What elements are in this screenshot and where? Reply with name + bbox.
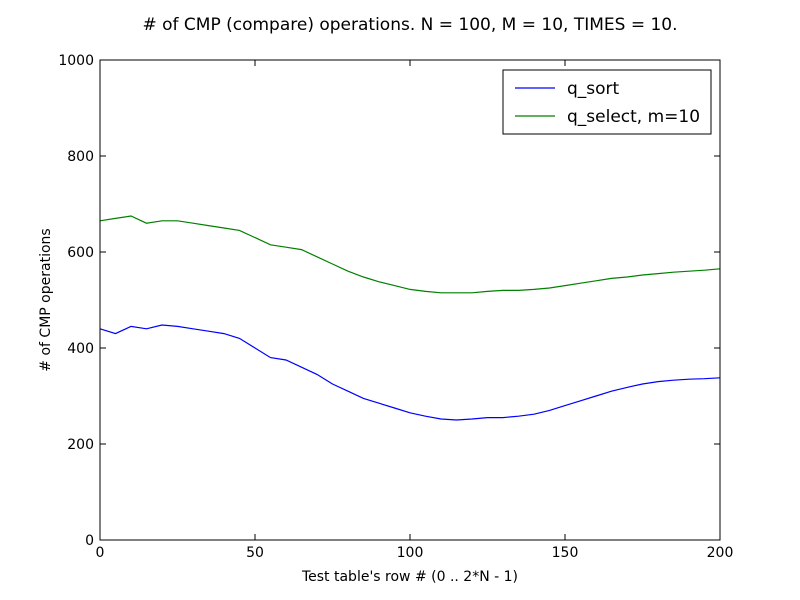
legend-label-1: q_select, m=10 (567, 107, 700, 127)
legend-box (502, 69, 712, 135)
y-axis-label: # of CMP operations (38, 228, 54, 371)
x-tick-label: 0 (96, 545, 105, 561)
axis-ticks: 0 50 100 150 200 0 200 400 600 800 1000 (58, 53, 733, 561)
series-line-1 (99, 215, 721, 294)
y-tick-label: 1000 (58, 53, 94, 69)
legend: q_sort q_select, m=10 (502, 69, 712, 135)
series-line-0 (99, 324, 721, 421)
y-tick-label: 0 (85, 533, 94, 549)
legend-label-0: q_sort (567, 79, 620, 99)
y-tick-label: 800 (67, 149, 94, 165)
x-tick-label: 100 (397, 545, 424, 561)
y-tick-label: 600 (67, 245, 94, 261)
y-tick-label: 200 (67, 437, 94, 453)
y-tick-label: 400 (67, 341, 94, 357)
chart-title: # of CMP (compare) operations. N = 100, … (142, 15, 677, 35)
x-axis-label: Test table's row # (0 .. 2*N - 1) (301, 569, 518, 585)
x-tick-label: 50 (246, 545, 264, 561)
x-tick-label: 150 (552, 545, 579, 561)
x-tick-label: 200 (707, 545, 734, 561)
